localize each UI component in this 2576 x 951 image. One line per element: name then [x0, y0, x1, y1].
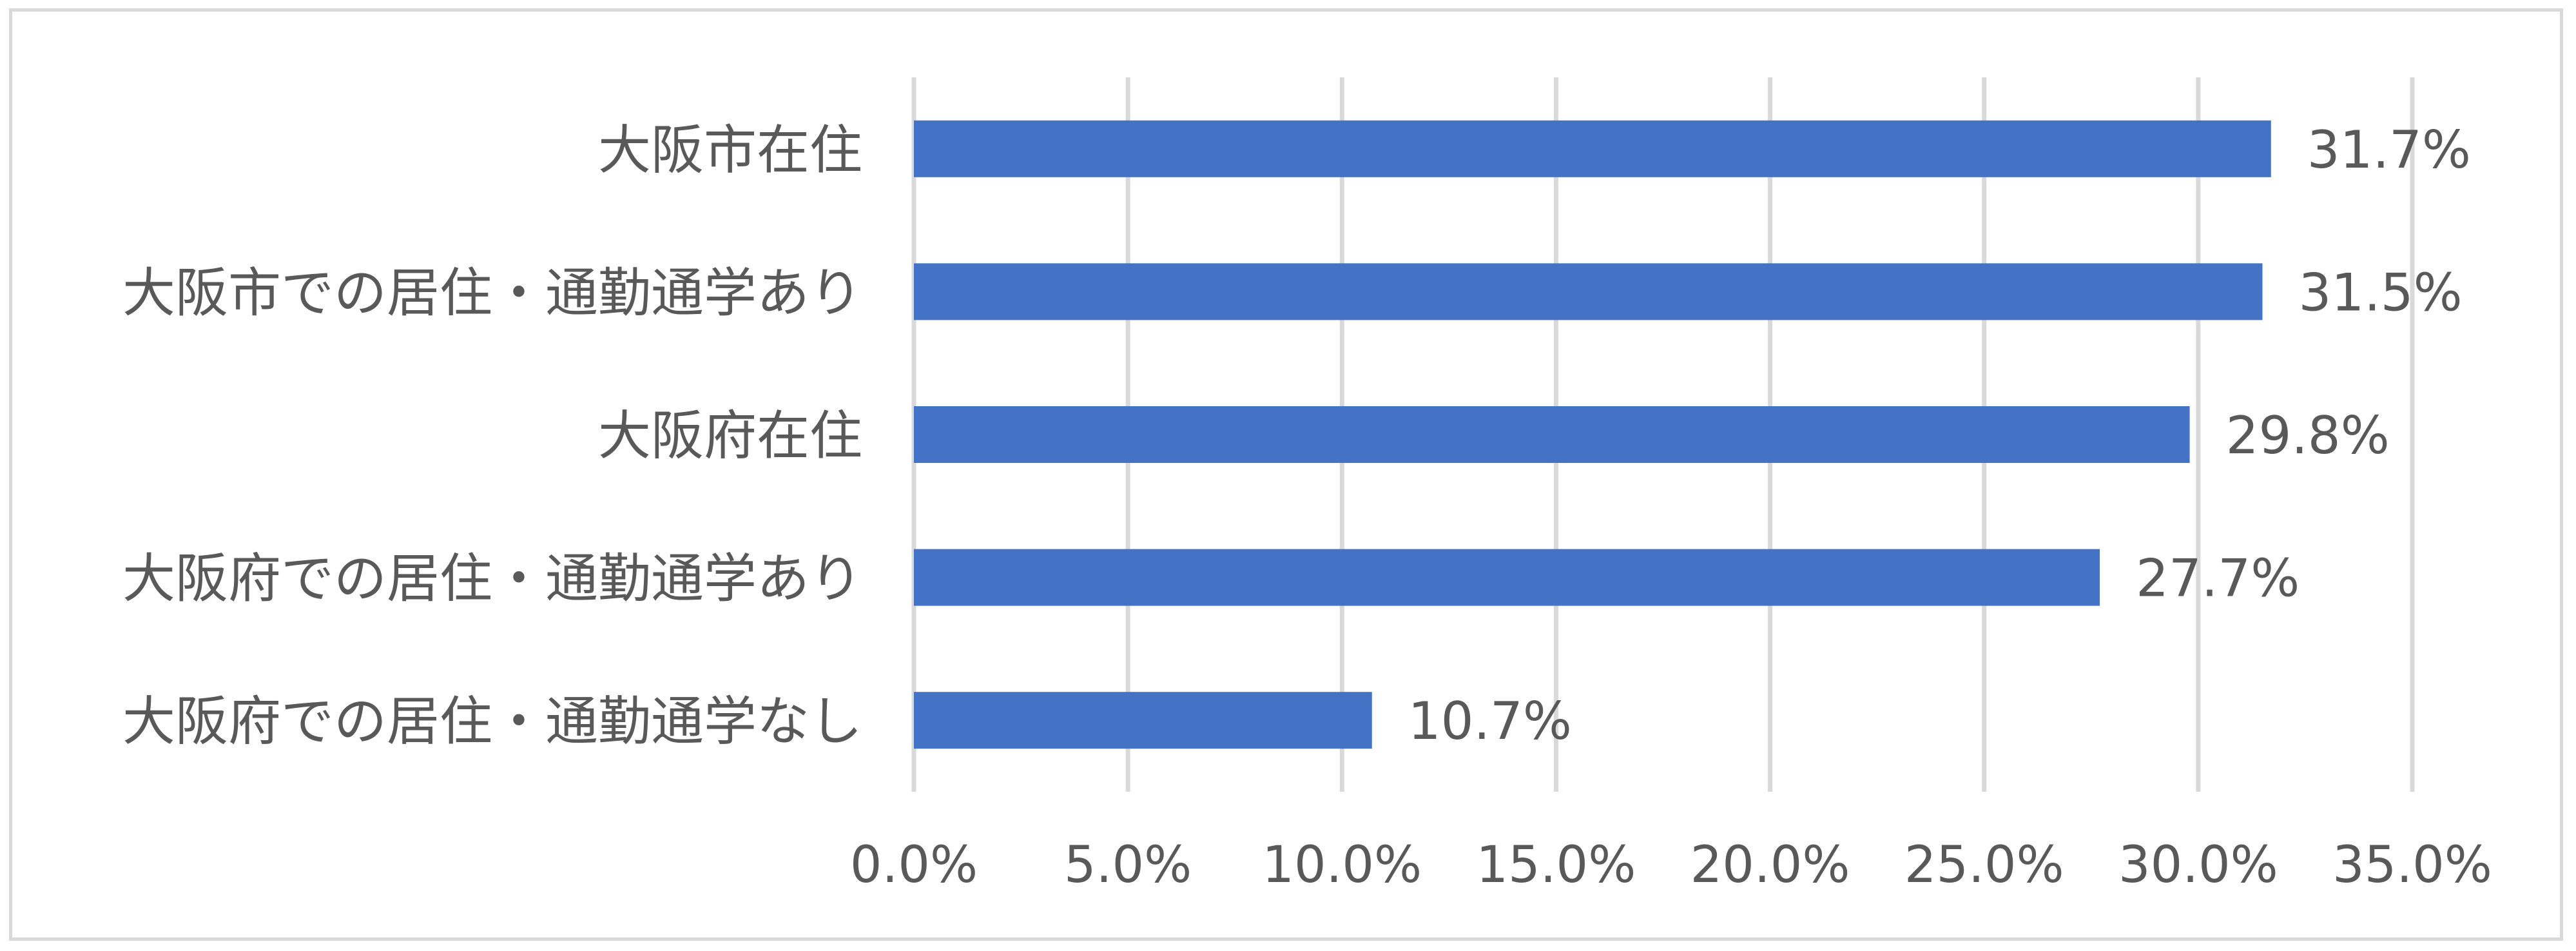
category-label: 大阪府での居住・通勤通学なし: [122, 691, 862, 752]
value-label: 10.7%: [1408, 691, 1572, 751]
x-axis-tick-labels: 0.0% 5.0% 10.0% 15.0% 20.0% 25.0% 30.0% 35.0%: [850, 836, 2492, 894]
bar: [914, 406, 2190, 463]
category-label: 大阪府在住: [598, 406, 862, 467]
bar: [914, 692, 1372, 749]
x-tick-label: 0.0%: [850, 836, 978, 894]
value-label: 31.5%: [2299, 262, 2463, 322]
x-tick-label: 10.0%: [1262, 836, 1422, 894]
category-label: 大阪市での居住・通勤通学あり: [122, 262, 862, 324]
value-label: 29.8%: [2226, 406, 2390, 466]
bar: [914, 263, 2263, 320]
x-tick-label: 30.0%: [2118, 836, 2278, 894]
bar: [914, 549, 2100, 606]
x-tick-label: 25.0%: [1904, 836, 2064, 894]
x-tick-label: 5.0%: [1064, 836, 1192, 894]
category-labels: 大阪市在住大阪市での居住・通勤通学あり大阪府在住大阪府での居住・通勤通学あり大阪…: [122, 120, 862, 752]
category-label: 大阪府での居住・通勤通学あり: [122, 549, 862, 610]
x-tick-label: 15.0%: [1477, 836, 1636, 894]
value-label: 31.7%: [2307, 120, 2471, 180]
x-tick-label: 35.0%: [2332, 836, 2492, 894]
category-label: 大阪市在住: [598, 120, 862, 181]
value-labels: 31.7% 31.5% 29.8% 27.7% 10.7%: [1408, 120, 2471, 751]
value-label: 27.7%: [2136, 549, 2300, 609]
x-tick-label: 20.0%: [1690, 836, 1850, 894]
bar: [914, 120, 2271, 177]
bars: [914, 120, 2271, 749]
